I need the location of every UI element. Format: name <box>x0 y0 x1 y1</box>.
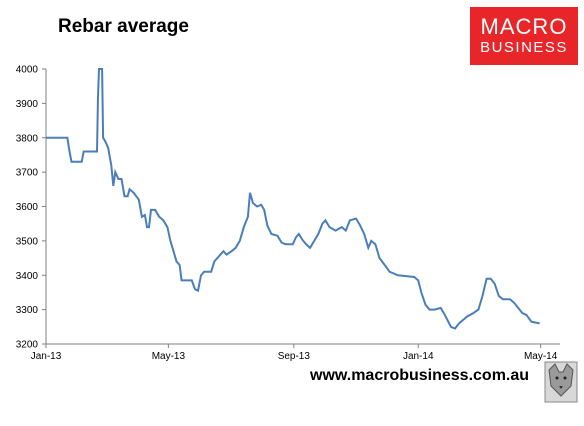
x-tick-label: Jan-14 <box>403 351 434 362</box>
y-tick-label: 3800 <box>16 133 39 144</box>
tick-labels: 3200 3300 3400 3500 3600 3700 3800 3900 4000 Jan-… <box>16 65 558 363</box>
chart-title: Rebar average <box>58 16 189 37</box>
x-tick-label: May-14 <box>524 351 558 362</box>
footer-url[interactable]: www.macrobusiness.com.au <box>310 367 530 384</box>
y-tick-label: 3500 <box>16 236 39 247</box>
x-tick-label: May-13 <box>152 351 186 362</box>
y-tick-label: 3200 <box>16 340 39 351</box>
y-tick-label: 3900 <box>16 99 39 110</box>
y-tick-label: 3300 <box>16 305 39 316</box>
series-line <box>46 68 540 330</box>
axes <box>42 68 560 348</box>
logo-line-2: BUSINESS <box>480 39 568 56</box>
wolf-icon <box>544 361 578 403</box>
y-tick-label: 3700 <box>16 168 39 179</box>
y-tick-label: 4000 <box>16 65 39 76</box>
y-tick-label: 3600 <box>16 202 39 213</box>
logo-line-1: MACRO <box>480 14 568 39</box>
y-tick-label: 3400 <box>16 271 39 282</box>
x-tick-label: Sep-13 <box>278 351 311 362</box>
macrobusiness-logo: MACRO BUSINESS <box>470 7 578 65</box>
x-tick-label: Jan-13 <box>31 351 62 362</box>
